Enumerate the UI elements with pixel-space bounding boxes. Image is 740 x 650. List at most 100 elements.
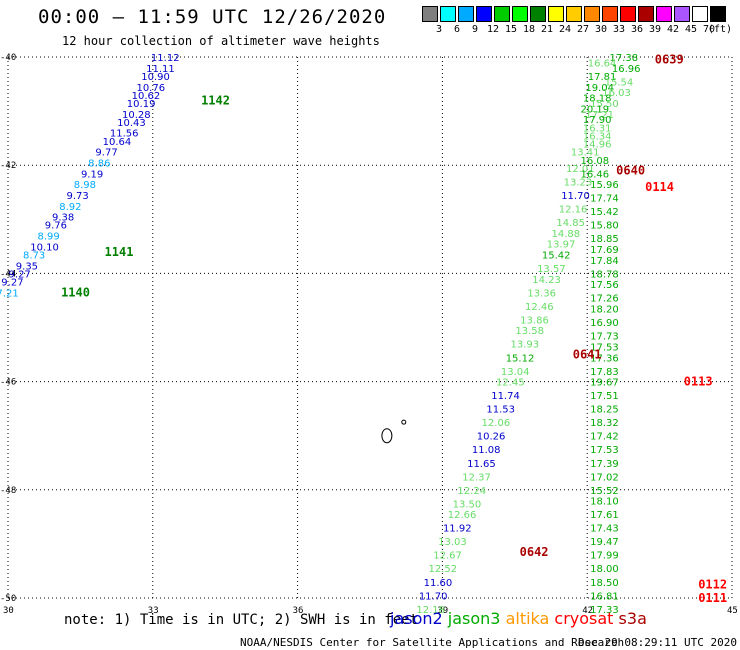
wave-height-value: 20.19 bbox=[581, 104, 610, 115]
wave-height-value: 17.42 bbox=[590, 432, 619, 443]
wave-height-value: 15.50 bbox=[590, 99, 619, 110]
wave-height-value: 15.52 bbox=[590, 486, 619, 497]
wave-height-value: 10.28 bbox=[122, 110, 151, 121]
track-time-label: 0111 bbox=[698, 591, 727, 605]
wave-height-value: 18.85 bbox=[590, 234, 619, 245]
legend-level: 70 bbox=[702, 24, 716, 35]
wave-height-value: 10.10 bbox=[30, 242, 59, 253]
wave-height-value: 17.83 bbox=[590, 367, 619, 378]
wave-height-value: 15.42 bbox=[590, 207, 619, 218]
wave-height-value: 10.64 bbox=[103, 137, 132, 148]
legend-level: 9 bbox=[471, 24, 479, 35]
legend-level: 15 bbox=[504, 24, 518, 35]
page-title: 00:00 – 11:59 UTC 12/26/2020 bbox=[38, 6, 387, 28]
legend-level: 3 bbox=[435, 24, 443, 35]
legend-swatch bbox=[530, 6, 546, 22]
wave-height-value: 11.12 bbox=[151, 53, 180, 64]
wave-height-value: 17.74 bbox=[590, 194, 619, 205]
wave-height-value: 17.36 bbox=[590, 353, 619, 364]
page-subtitle: 12 hour collection of altimeter wave hei… bbox=[62, 34, 380, 48]
wave-height-value: 16.03 bbox=[602, 88, 631, 99]
wave-height-value: 17.33 bbox=[590, 605, 619, 616]
legend-level: 36 bbox=[630, 24, 644, 35]
wave-height-value: 17.99 bbox=[590, 551, 619, 562]
wave-height-value: 17.02 bbox=[590, 472, 619, 483]
legend-swatch bbox=[620, 6, 636, 22]
wave-height-value: 16.90 bbox=[590, 318, 619, 329]
legend-level: 33 bbox=[612, 24, 626, 35]
wave-height-value: 13.50 bbox=[453, 499, 482, 510]
lat-tick-label: -48 bbox=[0, 486, 16, 496]
wave-height-value: 11.65 bbox=[467, 459, 496, 470]
wave-height-value: 10.62 bbox=[132, 91, 161, 102]
wave-height-value: 17.61 bbox=[590, 510, 619, 521]
legend-swatch bbox=[440, 6, 456, 22]
wave-height-value: 16.08 bbox=[581, 156, 610, 167]
track-time-label: 0641 bbox=[573, 348, 602, 362]
lon-tick-label: 42 bbox=[582, 606, 593, 616]
wave-height-value: 17.21 bbox=[585, 110, 614, 121]
wave-height-value: 16.96 bbox=[612, 64, 641, 75]
wave-height-value: 9.76 bbox=[45, 221, 67, 232]
track-time-label: 1142 bbox=[201, 93, 230, 107]
legend-swatch bbox=[692, 6, 708, 22]
wave-height-value: 8.92 bbox=[59, 202, 81, 213]
track-time-label: 1140 bbox=[61, 285, 90, 299]
wave-height-value: 14.88 bbox=[552, 229, 581, 240]
wave-height-value: 18.00 bbox=[590, 564, 619, 575]
wave-height-value: 17.51 bbox=[590, 391, 619, 402]
wave-height-value: 15.96 bbox=[590, 180, 619, 191]
wave-height-value: 19.67 bbox=[590, 378, 619, 389]
wave-height-value: 17.84 bbox=[590, 256, 619, 267]
island-outline bbox=[381, 428, 393, 444]
wave-height-value: 13.23 bbox=[564, 177, 593, 188]
lon-tick-label: 33 bbox=[148, 606, 159, 616]
legend-level: 21 bbox=[540, 24, 554, 35]
islet-outline bbox=[401, 419, 407, 425]
wave-height-value: 17.53 bbox=[590, 445, 619, 456]
legend-swatch bbox=[494, 6, 510, 22]
wave-height-value: 11.56 bbox=[110, 129, 139, 140]
legend-swatch bbox=[422, 6, 438, 22]
legend-level: 45 bbox=[684, 24, 698, 35]
satellite-legend-item: s3a bbox=[618, 609, 652, 628]
footer-credit: NOAA/NESDIS Center for Satellite Applica… bbox=[240, 636, 625, 649]
wave-height-value: 18.78 bbox=[590, 269, 619, 280]
wave-height-value: 10.90 bbox=[141, 72, 170, 83]
track-time-label: 0113 bbox=[684, 375, 713, 389]
wave-height-value: 13.57 bbox=[537, 264, 566, 275]
wave-height-value: 18.10 bbox=[590, 497, 619, 508]
wave-height-value: 9.77 bbox=[95, 148, 117, 159]
wave-height-value: 7.21 bbox=[0, 288, 19, 299]
wave-height-value: 18.18 bbox=[583, 94, 612, 105]
legend-level: 42 bbox=[666, 24, 680, 35]
legend-swatch bbox=[566, 6, 582, 22]
legend-swatch bbox=[476, 6, 492, 22]
wave-height-value: 13.41 bbox=[571, 148, 600, 159]
track-time-label: 0112 bbox=[698, 577, 727, 591]
wave-height-value: 12.45 bbox=[496, 378, 525, 389]
wave-height-value: 14.96 bbox=[583, 140, 612, 151]
legend-swatch bbox=[458, 6, 474, 22]
legend-swatch bbox=[656, 6, 672, 22]
wave-height-value: 10.19 bbox=[127, 99, 156, 110]
wave-height-value: 18.32 bbox=[590, 418, 619, 429]
legend-swatch bbox=[674, 6, 690, 22]
wave-height-value: 14.85 bbox=[556, 218, 585, 229]
wave-height-value: 12.37 bbox=[462, 472, 491, 483]
wave-height-value: 15.80 bbox=[590, 221, 619, 232]
lat-tick-label: -42 bbox=[0, 161, 16, 171]
satellite-legend-item: altika bbox=[505, 609, 555, 628]
legend-level: 24 bbox=[558, 24, 572, 35]
legend-swatch bbox=[602, 6, 618, 22]
wave-height-value: 16.81 bbox=[590, 591, 619, 602]
wave-height-value: 19.04 bbox=[585, 83, 614, 94]
wave-height-value: 11.92 bbox=[443, 524, 472, 535]
wave-height-value: 11.70 bbox=[419, 591, 448, 602]
wave-height-value: 12.66 bbox=[448, 510, 477, 521]
wave-height-value: 13.03 bbox=[438, 537, 467, 548]
wave-height-value: 11.11 bbox=[146, 64, 175, 75]
wave-height-value: 13.93 bbox=[511, 340, 540, 351]
wave-height-value: 8.99 bbox=[38, 232, 60, 243]
legend-swatch bbox=[512, 6, 528, 22]
